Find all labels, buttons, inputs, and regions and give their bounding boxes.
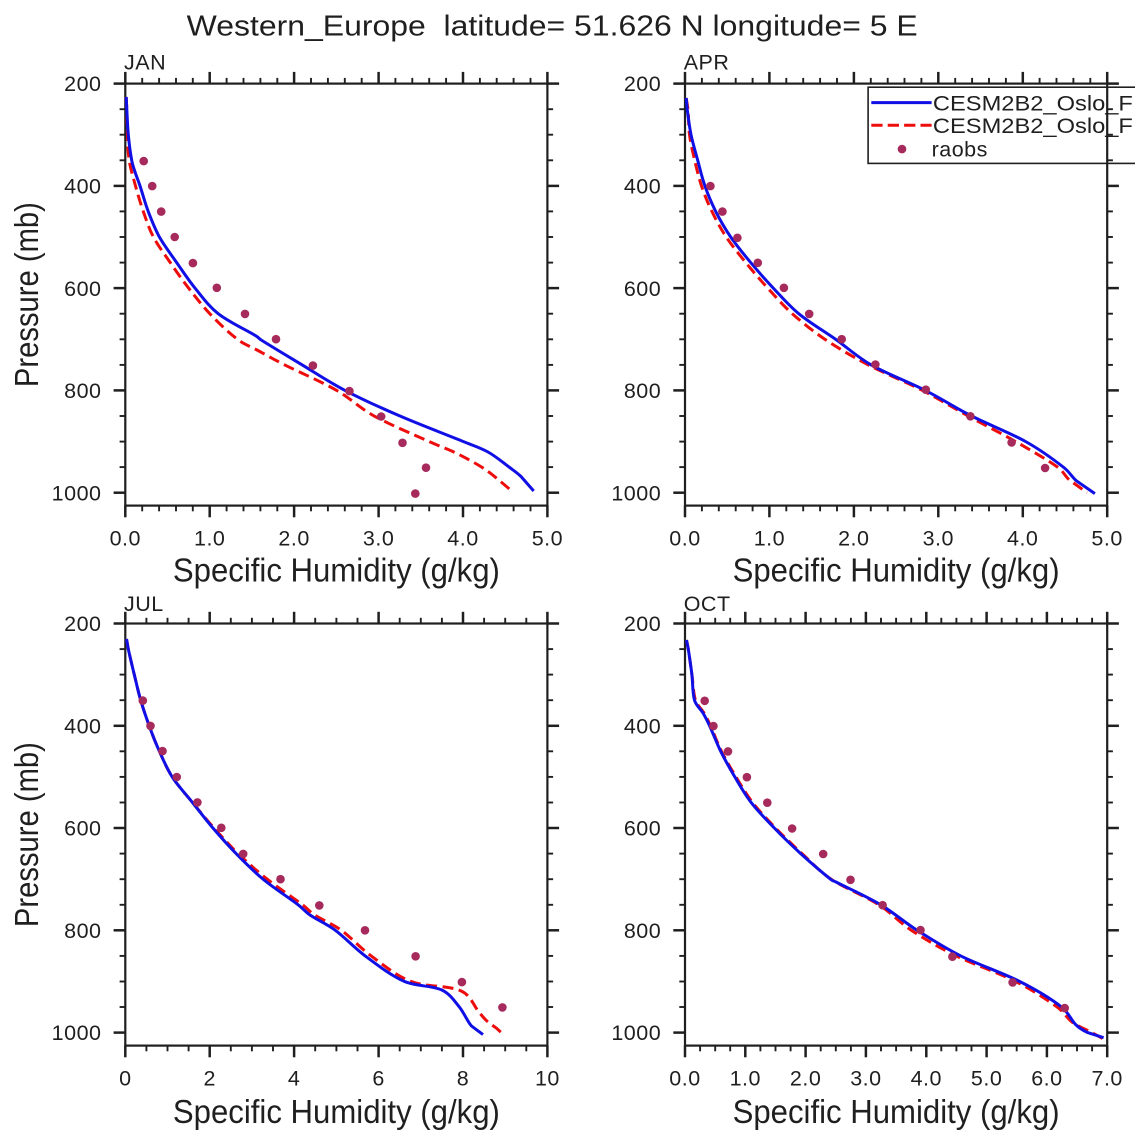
svg-text:8: 8 xyxy=(457,1066,469,1090)
svg-text:7.0: 7.0 xyxy=(1092,1066,1123,1090)
svg-text:200: 200 xyxy=(64,72,101,96)
svg-text:4.0: 4.0 xyxy=(1007,527,1038,551)
svg-text:600: 600 xyxy=(624,817,661,841)
svg-text:1.0: 1.0 xyxy=(730,1066,761,1090)
svg-text:Specific Humidity (g/kg): Specific Humidity (g/kg) xyxy=(173,1094,500,1131)
svg-text:800: 800 xyxy=(64,919,101,943)
svg-text:400: 400 xyxy=(624,714,661,738)
svg-text:1000: 1000 xyxy=(52,481,102,505)
svg-text:400: 400 xyxy=(624,175,661,199)
svg-text:Specific Humidity (g/kg): Specific Humidity (g/kg) xyxy=(173,553,500,590)
svg-text:10: 10 xyxy=(535,1066,560,1090)
svg-text:800: 800 xyxy=(64,379,101,403)
svg-text:1000: 1000 xyxy=(52,1021,102,1045)
svg-text:Western_Europe latitude= 51.6: Western_Europe latitude= 51.626 N longit… xyxy=(187,10,918,42)
svg-text:800: 800 xyxy=(624,379,661,403)
svg-text:Pressure (mb): Pressure (mb) xyxy=(9,202,46,387)
svg-text:600: 600 xyxy=(64,277,101,301)
svg-text:2: 2 xyxy=(203,1066,215,1090)
svg-text:2.0: 2.0 xyxy=(838,527,869,551)
svg-text:Pressure (mb): Pressure (mb) xyxy=(9,742,46,927)
svg-text:raobs: raobs xyxy=(932,138,988,162)
svg-text:Specific Humidity (g/kg): Specific Humidity (g/kg) xyxy=(733,1094,1060,1131)
svg-text:400: 400 xyxy=(64,175,101,199)
svg-text:4.0: 4.0 xyxy=(447,527,478,551)
svg-text:CESM2B2_Oslo_F: CESM2B2_Oslo_F xyxy=(933,92,1133,116)
svg-text:2.0: 2.0 xyxy=(278,527,309,551)
svg-text:6: 6 xyxy=(372,1066,384,1090)
svg-text:OCT: OCT xyxy=(684,592,731,616)
svg-text:200: 200 xyxy=(624,612,661,636)
svg-text:JUL: JUL xyxy=(124,592,164,616)
svg-text:APR: APR xyxy=(684,51,730,75)
svg-text:3.0: 3.0 xyxy=(363,527,394,551)
svg-text:2.0: 2.0 xyxy=(790,1066,821,1090)
svg-text:400: 400 xyxy=(64,714,101,738)
svg-text:1.0: 1.0 xyxy=(194,527,225,551)
svg-text:0.0: 0.0 xyxy=(669,527,700,551)
svg-text:200: 200 xyxy=(624,72,661,96)
svg-text:4.0: 4.0 xyxy=(911,1066,942,1090)
svg-text:5.0: 5.0 xyxy=(532,527,563,551)
svg-text:Specific Humidity (g/kg): Specific Humidity (g/kg) xyxy=(733,553,1060,590)
svg-text:4: 4 xyxy=(288,1066,300,1090)
svg-text:JAN: JAN xyxy=(124,51,166,75)
svg-text:600: 600 xyxy=(64,817,101,841)
svg-text:1000: 1000 xyxy=(611,481,661,505)
svg-text:5.0: 5.0 xyxy=(1091,527,1122,551)
svg-text:0: 0 xyxy=(119,1066,131,1090)
svg-text:3.0: 3.0 xyxy=(850,1066,881,1090)
svg-text:3.0: 3.0 xyxy=(923,527,954,551)
svg-text:0.0: 0.0 xyxy=(110,527,141,551)
svg-text:6.0: 6.0 xyxy=(1031,1066,1062,1090)
svg-text:CESM2B2_Oslo_F: CESM2B2_Oslo_F xyxy=(933,114,1133,138)
svg-text:800: 800 xyxy=(624,919,661,943)
svg-text:1000: 1000 xyxy=(611,1021,661,1045)
svg-text:200: 200 xyxy=(64,612,101,636)
svg-text:600: 600 xyxy=(624,277,661,301)
svg-text:1.0: 1.0 xyxy=(754,527,785,551)
svg-text:5.0: 5.0 xyxy=(971,1066,1002,1090)
svg-text:0.0: 0.0 xyxy=(669,1066,700,1090)
